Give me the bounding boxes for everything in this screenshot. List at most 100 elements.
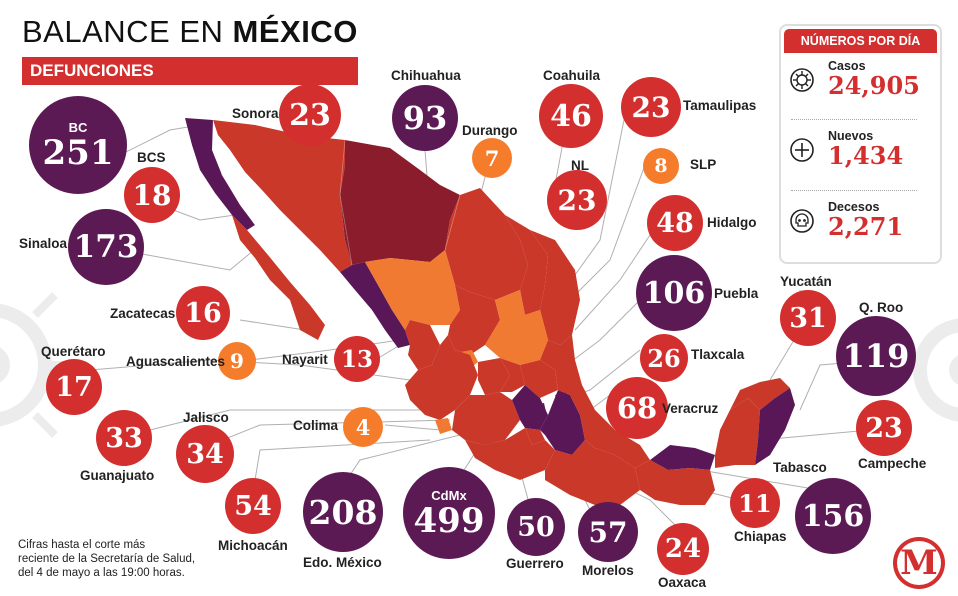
yucatan-value: 31 (789, 302, 827, 334)
plus-circle-icon (790, 138, 814, 162)
sinaloa-bubble[interactable]: 173 (68, 209, 144, 285)
colima-bubble[interactable]: 4 (343, 407, 383, 447)
chihuahua-region (340, 140, 460, 265)
stat-nuevos-value: 1,434 (828, 141, 904, 170)
hidalgo-region (520, 360, 558, 398)
oaxaca-label: Oaxaca (658, 575, 707, 590)
nl-value: 23 (557, 183, 597, 217)
aguascalientes-label: Aguascalientes (126, 354, 226, 369)
yucatan-bubble[interactable]: 31 (780, 290, 836, 346)
zacatecas-label: Zacatecas (110, 306, 176, 321)
chihuahua-label: Chihuahua (391, 68, 461, 83)
jalisco-bubble[interactable]: 34 (176, 425, 234, 483)
sonora-bubble[interactable]: 23 (279, 84, 341, 146)
stats-panel-header: NÚMEROS POR DÍA (784, 29, 937, 53)
veracruz-bubble[interactable]: 68 (606, 377, 668, 439)
bcs-value: 18 (132, 178, 172, 212)
michoacan-region (452, 392, 520, 445)
tabasco-bubble[interactable]: 156 (795, 478, 871, 554)
stat-decesos-value: 2,271 (828, 212, 904, 241)
michoacan-value: 54 (234, 490, 272, 522)
veracruz-value: 68 (616, 391, 658, 425)
guerrero-bubble[interactable]: 50 (507, 498, 565, 556)
puebla-bubble[interactable]: 106 (636, 255, 712, 331)
stat-nuevos-label: Nuevos (828, 129, 874, 143)
jalisco-region (405, 335, 478, 420)
chihuahua-value: 93 (402, 99, 448, 137)
guanajuato-bubble[interactable]: 33 (96, 410, 152, 466)
oaxaca-bubble[interactable]: 24 (657, 523, 709, 575)
footnote-line: del 4 de mayo a las 19:00 horas. (18, 567, 185, 579)
coahuila-label: Coahuila (543, 68, 601, 83)
footnote-line: Cifras hasta el corte más (18, 539, 146, 551)
campeche-value: 23 (865, 412, 903, 444)
colima-label: Colima (293, 418, 339, 433)
zacatecas-region (448, 285, 500, 355)
bcs-label: BCS (137, 150, 166, 165)
hidalgo-bubble[interactable]: 48 (647, 195, 703, 251)
sonora-value: 23 (289, 97, 331, 133)
slp-region (485, 290, 548, 365)
sinaloa-label: Sinaloa (19, 236, 68, 251)
guerrero-value: 50 (517, 511, 555, 543)
morelos-bubble[interactable]: 57 (578, 502, 638, 562)
footnote-line: reciente de la Secretaría de Salud, (18, 553, 196, 565)
coahuila-value: 46 (550, 98, 592, 134)
puebla-value: 106 (642, 275, 706, 311)
cdmx-value: 499 (413, 500, 485, 541)
tlaxcala-label: Tlaxcala (691, 347, 745, 362)
edomex-value: 208 (308, 492, 378, 532)
campeche-region (715, 398, 760, 468)
edomex-bubble[interactable]: 208 (303, 472, 383, 552)
michoacan-bubble[interactable]: 54 (225, 478, 281, 534)
skull-icon (790, 209, 814, 233)
queretaro-label: Querétaro (41, 344, 106, 359)
nl-bubble[interactable]: 23 (547, 170, 607, 230)
michoacan-label: Michoacán (218, 538, 288, 553)
tlaxcala-bubble[interactable]: 26 (640, 334, 688, 382)
zacatecas-value: 16 (184, 297, 222, 329)
edomex-label: Edo. México (303, 555, 382, 570)
bcs-bubble[interactable]: 18 (124, 167, 180, 223)
tamaulipas-bubble[interactable]: 23 (621, 77, 681, 137)
campeche-bubble[interactable]: 23 (856, 400, 912, 456)
sonora-region (213, 120, 352, 272)
zacatecas-bubble[interactable]: 16 (176, 286, 230, 340)
slp-label: SLP (690, 157, 717, 172)
puebla-region (540, 390, 585, 455)
tabasco-value: 156 (801, 498, 865, 534)
aguascalientes-bubble[interactable]: 9 (218, 342, 256, 380)
durango-bubble[interactable]: 7 (472, 138, 512, 178)
coahuila-bubble[interactable]: 46 (539, 84, 603, 148)
chiapas-bubble[interactable]: 11 (730, 478, 780, 528)
divider (791, 190, 917, 191)
cdmx-label: CdMx (431, 487, 467, 503)
colima-region (435, 418, 452, 434)
slp-bubble[interactable]: 8 (643, 148, 679, 184)
sinaloa-value: 173 (73, 229, 139, 265)
bc-bubble[interactable]: BC 251 (29, 96, 127, 194)
tabasco-region (650, 445, 715, 470)
durango-value: 7 (484, 145, 500, 171)
slp-value: 8 (654, 155, 668, 177)
aguascalientes-value: 9 (230, 349, 244, 373)
chiapas-label: Chiapas (734, 529, 787, 544)
jalisco-value: 34 (186, 438, 224, 470)
sonora-label: Sonora (232, 106, 279, 121)
nayarit-bubble[interactable]: 13 (334, 336, 380, 382)
campeche-label: Campeche (858, 456, 927, 471)
sinaloa-region (340, 262, 410, 348)
qroo-bubble[interactable]: 119 (836, 316, 916, 396)
morelos-value: 57 (588, 515, 628, 549)
cdmx-bubble[interactable]: CdMx 499 (403, 467, 495, 559)
milenio-logo: M (893, 537, 945, 589)
nayarit-value: 13 (340, 345, 373, 373)
stats-panel: NÚMEROS POR DÍA Casos 24,905 (779, 24, 942, 264)
oaxaca-region (545, 440, 640, 505)
durango-label: Durango (462, 123, 518, 138)
queretaro-bubble[interactable]: 17 (46, 359, 102, 415)
qroo-label: Q. Roo (859, 300, 904, 315)
veracruz-label: Veracruz (662, 401, 719, 416)
chihuahua-bubble[interactable]: 93 (392, 85, 458, 151)
puebla-label: Puebla (714, 286, 759, 301)
